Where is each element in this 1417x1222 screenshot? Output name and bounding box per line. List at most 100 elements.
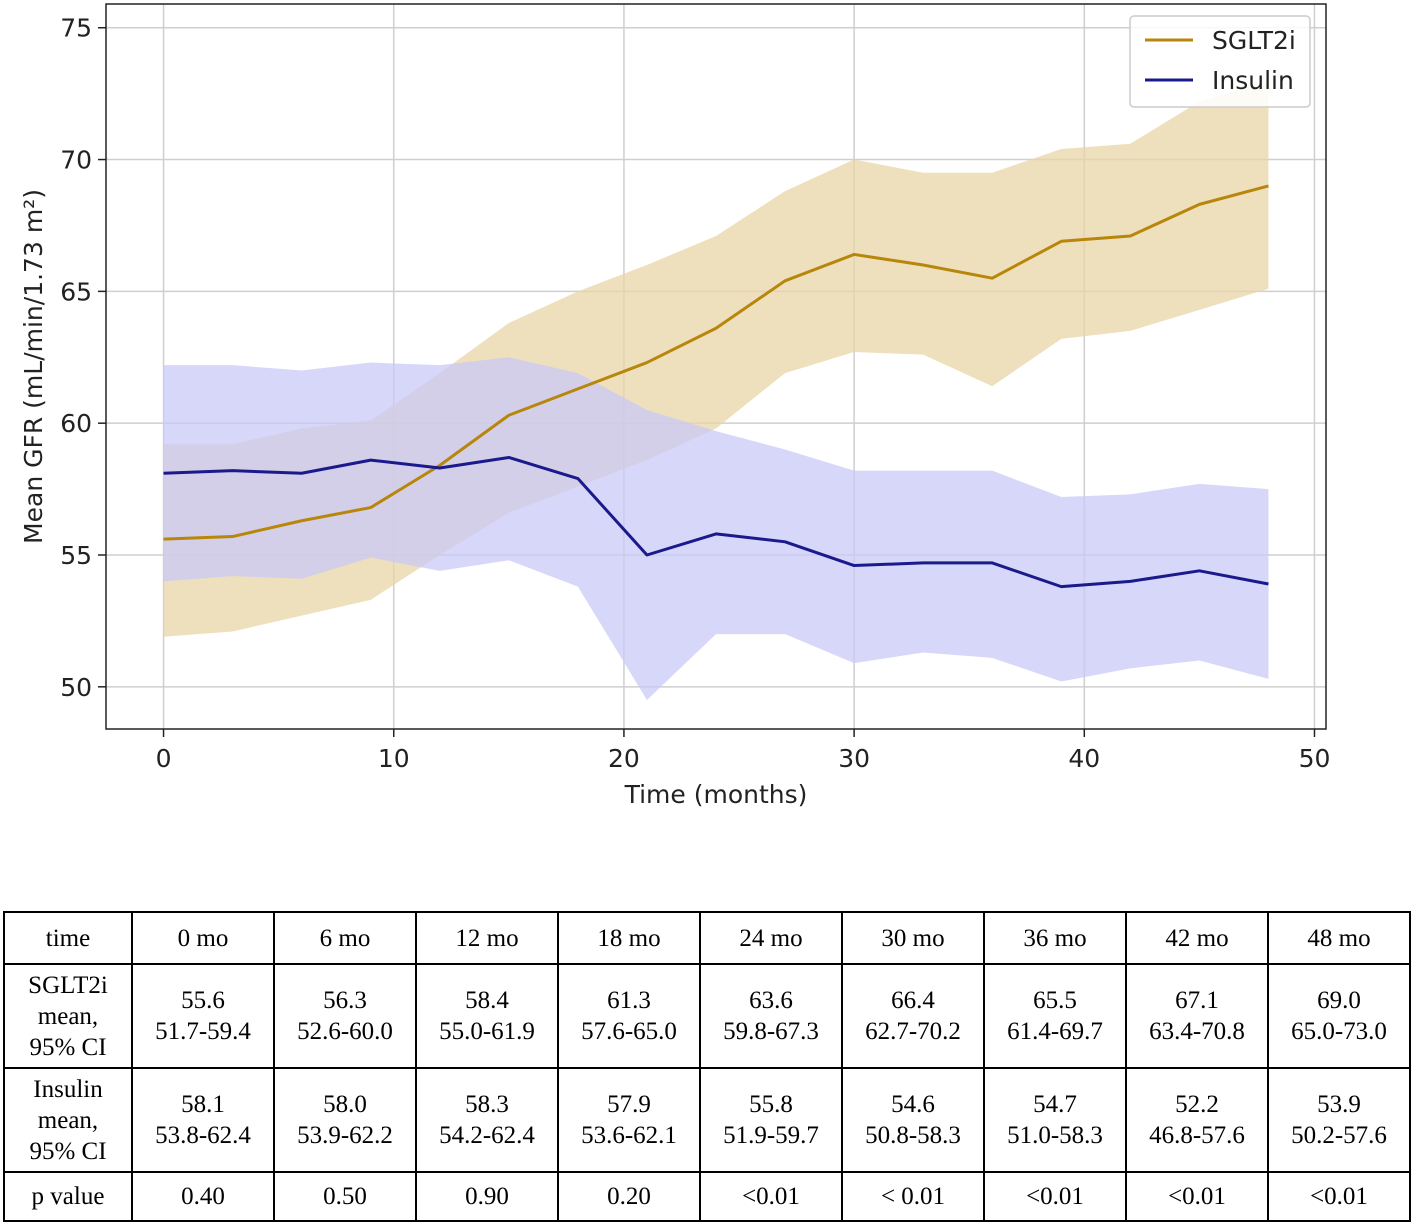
value-cell: 55.8 51.9-59.7 bbox=[699, 1067, 843, 1173]
header-label-cell: time bbox=[3, 911, 133, 965]
cell-text: 63.4-70.8 bbox=[1149, 1018, 1245, 1045]
cell-text: 58.4 bbox=[465, 987, 509, 1014]
header-cell: 12 mo bbox=[415, 911, 559, 965]
value-cell: 58.0 53.9-62.2 bbox=[273, 1067, 417, 1173]
cell-text: 53.8-62.4 bbox=[155, 1122, 251, 1149]
cell-text: p value bbox=[31, 1183, 105, 1210]
value-cell: 61.3 57.6-65.0 bbox=[557, 963, 701, 1069]
cell-text: 53.6-62.1 bbox=[581, 1122, 677, 1149]
pvalue-cell: < 0.01 bbox=[841, 1171, 985, 1222]
cell-text: <0.01 bbox=[1026, 1183, 1084, 1210]
cell-text: 55.6 bbox=[181, 987, 225, 1014]
cell-text: 51.7-59.4 bbox=[155, 1018, 251, 1045]
insulin-ci-band bbox=[163, 357, 1269, 700]
pvalue-cell: 0.90 bbox=[415, 1171, 559, 1222]
cell-text: 56.3 bbox=[323, 987, 367, 1014]
value-cell: 53.9 50.2-57.6 bbox=[1267, 1067, 1411, 1173]
axis-ticks: 0 10 20 30 40 50 50 55 60 65 70 75 bbox=[60, 14, 1330, 773]
cell-text: <0.01 bbox=[742, 1183, 800, 1210]
cell-text: mean, bbox=[37, 1002, 99, 1030]
value-cell: 69.0 65.0-73.0 bbox=[1267, 963, 1411, 1069]
value-cell: 56.3 52.6-60.0 bbox=[273, 963, 417, 1069]
x-tick-label: 50 bbox=[1299, 744, 1331, 773]
cell-text: 51.9-59.7 bbox=[723, 1122, 819, 1149]
gfr-line-chart: 0 10 20 30 40 50 50 55 60 65 70 75 Time (months) Me… bbox=[19, 3, 1330, 809]
value-cell: 63.6 59.8-67.3 bbox=[699, 963, 843, 1069]
cell-text: 69.0 bbox=[1317, 987, 1361, 1014]
summary-table: time 0 mo 6 mo 12 mo 18 mo 24 mo 30 mo 36 mo 42 … bbox=[3, 911, 1411, 1222]
table-row: Insulin mean, 95% CI 58.1 53.8-62.4 58.0 53.9-… bbox=[3, 1067, 1411, 1173]
pvalue-cell: <0.01 bbox=[1125, 1171, 1269, 1222]
value-cell: 65.5 61.4-69.7 bbox=[983, 963, 1127, 1069]
value-cell: 52.2 46.8-57.6 bbox=[1125, 1067, 1269, 1173]
cell-text: 42 mo bbox=[1165, 924, 1229, 952]
series-lines bbox=[163, 184, 1269, 589]
cell-text: 30 mo bbox=[881, 924, 945, 952]
y-tick-label: 60 bbox=[60, 409, 92, 438]
header-cell: 0 mo bbox=[131, 911, 275, 965]
pvalue-cell: 0.40 bbox=[131, 1171, 275, 1222]
header-cell: 30 mo bbox=[841, 911, 985, 965]
x-tick-label: 20 bbox=[608, 744, 640, 773]
cell-text: 51.0-58.3 bbox=[1007, 1122, 1103, 1149]
legend-label-sglt2i: SGLT2i bbox=[1212, 26, 1296, 55]
cell-text: 66.4 bbox=[891, 987, 935, 1014]
cell-text: 18 mo bbox=[597, 924, 661, 952]
x-tick-label: 0 bbox=[156, 744, 172, 773]
y-axis-label: Mean GFR (mL/min/1.73 m²) bbox=[19, 189, 48, 544]
cell-text: 52.6-60.0 bbox=[297, 1018, 393, 1045]
cell-text: 50.2-57.6 bbox=[1291, 1122, 1387, 1149]
cell-text: 59.8-67.3 bbox=[723, 1018, 819, 1045]
y-tick-label: 55 bbox=[60, 541, 92, 570]
cell-text: 65.5 bbox=[1033, 987, 1077, 1014]
pvalue-row: p value 0.40 0.50 0.90 0.20 <0.01 < 0.01 <0.01 <… bbox=[3, 1171, 1411, 1222]
y-tick-label: 65 bbox=[60, 277, 92, 306]
cell-text: 58.3 bbox=[465, 1091, 509, 1118]
cell-text: 95% CI bbox=[29, 1137, 107, 1165]
value-cell: 55.6 51.7-59.4 bbox=[131, 963, 275, 1069]
pvalue-cell: <0.01 bbox=[699, 1171, 843, 1222]
table-row: SGLT2i mean, 95% CI 55.6 51.7-59.4 56.3 52.6-6… bbox=[3, 963, 1411, 1069]
cell-text: 65.0-73.0 bbox=[1291, 1018, 1387, 1045]
cell-text: 6 mo bbox=[319, 924, 371, 952]
legend: SGLT2i Insulin bbox=[1129, 15, 1311, 108]
pvalue-cell: <0.01 bbox=[983, 1171, 1127, 1222]
value-cell: 54.6 50.8-58.3 bbox=[841, 1067, 985, 1173]
cell-text: 58.1 bbox=[181, 1091, 225, 1118]
cell-text: mean, bbox=[37, 1106, 99, 1134]
cell-text: 0.50 bbox=[323, 1183, 367, 1210]
cell-text: 24 mo bbox=[739, 924, 803, 952]
cell-text: < 0.01 bbox=[880, 1183, 946, 1210]
header-cell: 6 mo bbox=[273, 911, 417, 965]
value-cell: 67.1 63.4-70.8 bbox=[1125, 963, 1269, 1069]
header-cell: 24 mo bbox=[699, 911, 843, 965]
cell-text: 0 mo bbox=[177, 924, 229, 952]
cell-text: 54.2-62.4 bbox=[439, 1122, 535, 1149]
y-tick-label: 50 bbox=[60, 673, 92, 702]
sglt2i-line bbox=[163, 184, 1269, 541]
cell-text: 63.6 bbox=[749, 987, 793, 1014]
gfr-summary-table: time 0 mo 6 mo 12 mo 18 mo 24 mo 30 mo 36 mo 42 … bbox=[3, 911, 1411, 1222]
row-label-cell: Insulin mean, 95% CI bbox=[3, 1067, 133, 1173]
x-tick-label: 10 bbox=[378, 744, 410, 773]
cell-text: 54.7 bbox=[1033, 1091, 1077, 1118]
cell-text: SGLT2i bbox=[28, 971, 108, 999]
plot-frame bbox=[105, 3, 1327, 730]
cell-text: 53.9-62.2 bbox=[297, 1122, 393, 1149]
cell-text: 57.9 bbox=[607, 1091, 651, 1118]
cell-text: 52.2 bbox=[1175, 1091, 1219, 1118]
cell-text: 95% CI bbox=[29, 1033, 107, 1061]
cell-text: 61.3 bbox=[607, 987, 651, 1014]
pvalue-cell: <0.01 bbox=[1267, 1171, 1411, 1222]
value-cell: 57.9 53.6-62.1 bbox=[557, 1067, 701, 1173]
header-cell: 18 mo bbox=[557, 911, 701, 965]
header-cell: 36 mo bbox=[983, 911, 1127, 965]
cell-text: 55.0-61.9 bbox=[439, 1018, 535, 1045]
cell-text: 46.8-57.6 bbox=[1149, 1122, 1245, 1149]
cell-text: 53.9 bbox=[1317, 1091, 1361, 1118]
header-cell: 48 mo bbox=[1267, 911, 1411, 965]
x-axis-label: Time (months) bbox=[624, 780, 808, 809]
cell-text: <0.01 bbox=[1310, 1183, 1368, 1210]
cell-text: 12 mo bbox=[455, 924, 519, 952]
cell-text: 55.8 bbox=[749, 1091, 793, 1118]
